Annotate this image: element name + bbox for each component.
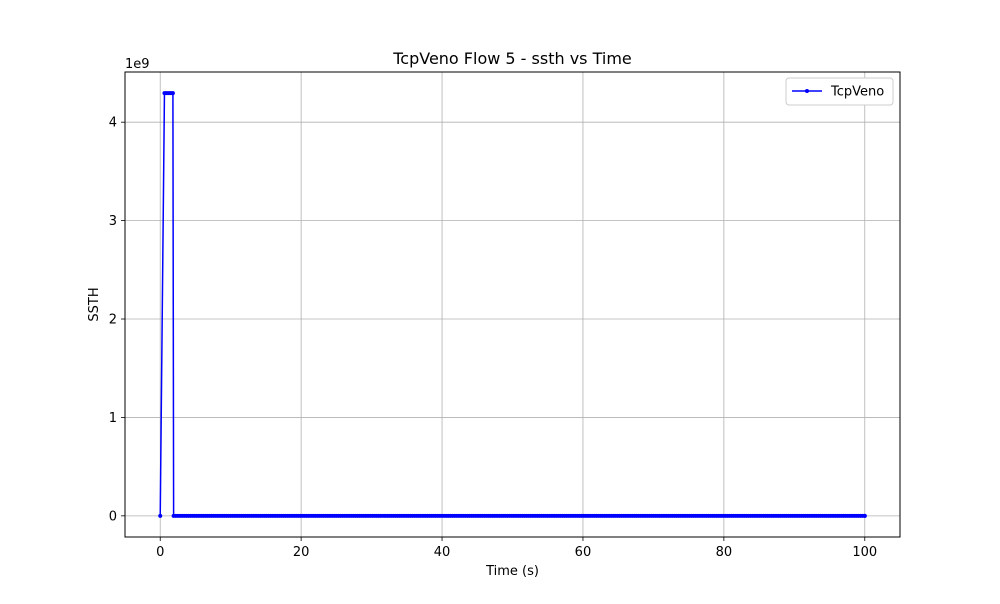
y-tick-label: 3 — [109, 214, 117, 229]
axes: 0 20 40 60 80 100 0 1 2 3 4 — [109, 116, 877, 560]
y-axis-scale-label: 1e9 — [125, 57, 150, 72]
x-tick-label: 20 — [293, 545, 310, 560]
x-tick-label: 0 — [156, 545, 164, 560]
y-tick-label: 0 — [109, 509, 117, 524]
x-tick-label: 80 — [716, 545, 733, 560]
x-tick-label: 60 — [575, 545, 592, 560]
data-point — [158, 513, 163, 518]
x-tick-label: 40 — [434, 545, 451, 560]
legend: TcpVeno — [785, 77, 894, 106]
x-tick-label: 100 — [852, 545, 877, 560]
chart-title: TcpVeno Flow 5 - ssth vs Time — [392, 49, 632, 68]
y-tick-label: 1 — [109, 411, 117, 426]
plot-frame — [124, 71, 901, 538]
legend-marker — [805, 89, 809, 93]
data-point — [170, 91, 175, 96]
y-axis-label: SSTH — [87, 287, 102, 321]
data-point — [862, 513, 867, 518]
y-tick-label: 2 — [109, 313, 117, 328]
legend-label: TcpVeno — [830, 85, 884, 100]
data-series — [158, 91, 867, 518]
x-axis-label: Time (s) — [485, 564, 539, 579]
legend-box — [785, 77, 894, 106]
y-tick-label: 4 — [109, 116, 117, 131]
